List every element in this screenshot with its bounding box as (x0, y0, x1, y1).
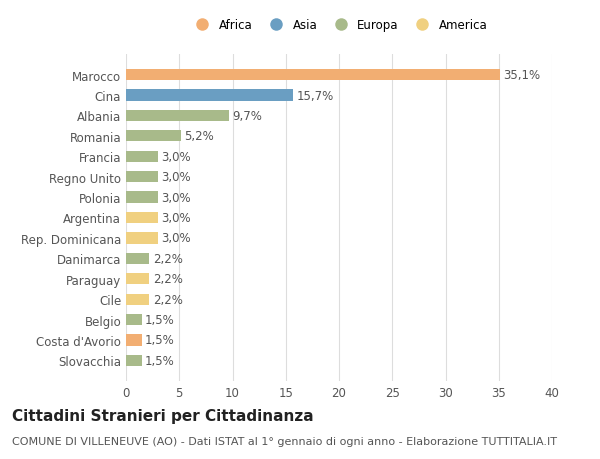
Text: 3,0%: 3,0% (161, 151, 191, 163)
Bar (126, 274, 149, 285)
Text: 1,5%: 1,5% (145, 313, 175, 326)
Text: 2,2%: 2,2% (152, 273, 182, 285)
Text: 3,0%: 3,0% (161, 232, 191, 245)
Bar (126, 213, 158, 224)
Text: 15,7%: 15,7% (296, 90, 334, 102)
Text: 35,1%: 35,1% (503, 69, 540, 82)
Bar (126, 335, 142, 346)
Text: 9,7%: 9,7% (233, 110, 262, 123)
Text: Cittadini Stranieri per Cittadinanza: Cittadini Stranieri per Cittadinanza (12, 409, 314, 424)
Bar (126, 70, 500, 81)
Bar (126, 131, 181, 142)
Text: 3,0%: 3,0% (161, 212, 191, 224)
Legend: Africa, Asia, Europa, America: Africa, Asia, Europa, America (190, 19, 488, 32)
Bar (126, 355, 142, 366)
Text: 2,2%: 2,2% (152, 252, 182, 265)
Bar (126, 90, 293, 101)
Text: 3,0%: 3,0% (161, 171, 191, 184)
Text: 2,2%: 2,2% (152, 293, 182, 306)
Bar (126, 253, 149, 264)
Bar (126, 233, 158, 244)
Text: 1,5%: 1,5% (145, 334, 175, 347)
Text: 1,5%: 1,5% (145, 354, 175, 367)
Bar (126, 151, 158, 162)
Bar (126, 172, 158, 183)
Bar (126, 294, 149, 305)
Bar (126, 314, 142, 325)
Text: COMUNE DI VILLENEUVE (AO) - Dati ISTAT al 1° gennaio di ogni anno - Elaborazione: COMUNE DI VILLENEUVE (AO) - Dati ISTAT a… (12, 436, 557, 446)
Bar (126, 111, 229, 122)
Bar (126, 192, 158, 203)
Text: 3,0%: 3,0% (161, 191, 191, 204)
Text: 5,2%: 5,2% (185, 130, 214, 143)
